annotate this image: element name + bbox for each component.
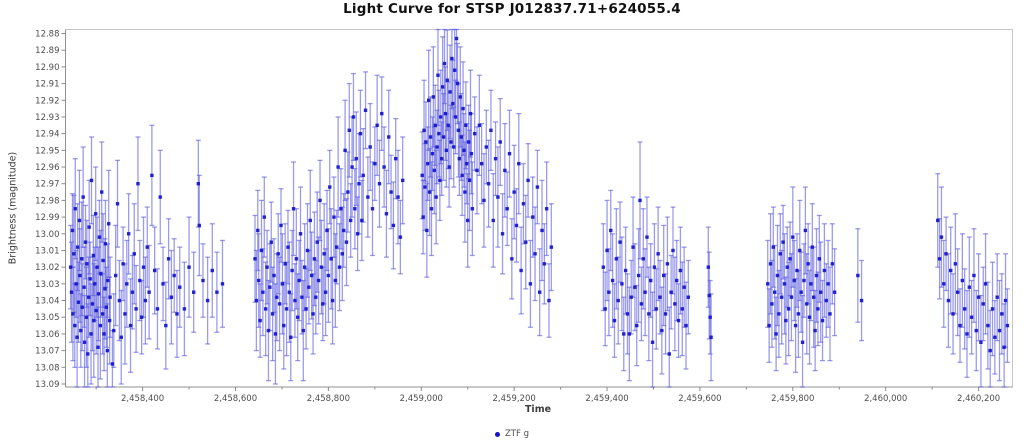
x-tick-label: 2,458,400: [121, 394, 164, 404]
chart-title: Light Curve for STSP J012837.71+624055.4: [343, 1, 681, 17]
y-tick-label: 13.06: [35, 330, 59, 340]
x-axis-title: Time: [524, 404, 552, 415]
y-tick-label: 13.04: [35, 297, 59, 307]
y-tick-label: 12.92: [35, 96, 59, 106]
y-tick-label: 12.89: [35, 46, 59, 56]
x-tick-label: 2,459,600: [678, 394, 721, 404]
legend-series-label: ZTF g: [504, 429, 529, 439]
y-tick-label: 12.99: [35, 213, 59, 223]
y-axis-title: Brightness (magnitude): [7, 151, 19, 265]
data-points-layer: [68, 36, 1010, 366]
y-tick-label: 12.90: [35, 63, 59, 73]
y-tick-label: 13.02: [35, 263, 59, 273]
y-tick-label: 13.03: [35, 280, 59, 290]
y-tick-label: 13.00: [35, 230, 59, 240]
error-bars-layer: [68, 28, 1010, 388]
y-tick-label: 12.94: [35, 130, 59, 140]
legend-marker-icon: [494, 431, 500, 437]
y-tick-label: 13.07: [35, 347, 59, 357]
legend: ZTF g: [0, 429, 1024, 439]
x-tick-label: 2,459,000: [400, 394, 443, 404]
x-tick-label: 2,460,200: [957, 394, 1000, 404]
y-tick-label: 12.96: [35, 163, 59, 173]
y-tick-label: 12.95: [35, 146, 59, 156]
x-tick-label: 2,459,200: [493, 394, 536, 404]
x-tick-label: 2,458,600: [214, 394, 257, 404]
y-tick-label: 12.93: [35, 113, 59, 123]
x-tick-label: 2,458,800: [307, 394, 350, 404]
y-tick-label: 12.98: [35, 196, 59, 206]
y-tick-label: 12.91: [35, 80, 59, 90]
x-tick-label: 2,460,000: [864, 394, 907, 404]
x-tick-label: 2,459,800: [771, 394, 814, 404]
y-tick-label: 12.97: [35, 180, 59, 190]
x-tick-label: 2,459,400: [585, 394, 628, 404]
y-tick-label: 13.09: [35, 380, 59, 390]
y-tick-label: 12.88: [35, 30, 59, 40]
y-tick-label: 13.05: [35, 313, 59, 323]
y-tick-label: 13.01: [35, 246, 59, 256]
y-tick-label: 13.08: [35, 363, 59, 373]
